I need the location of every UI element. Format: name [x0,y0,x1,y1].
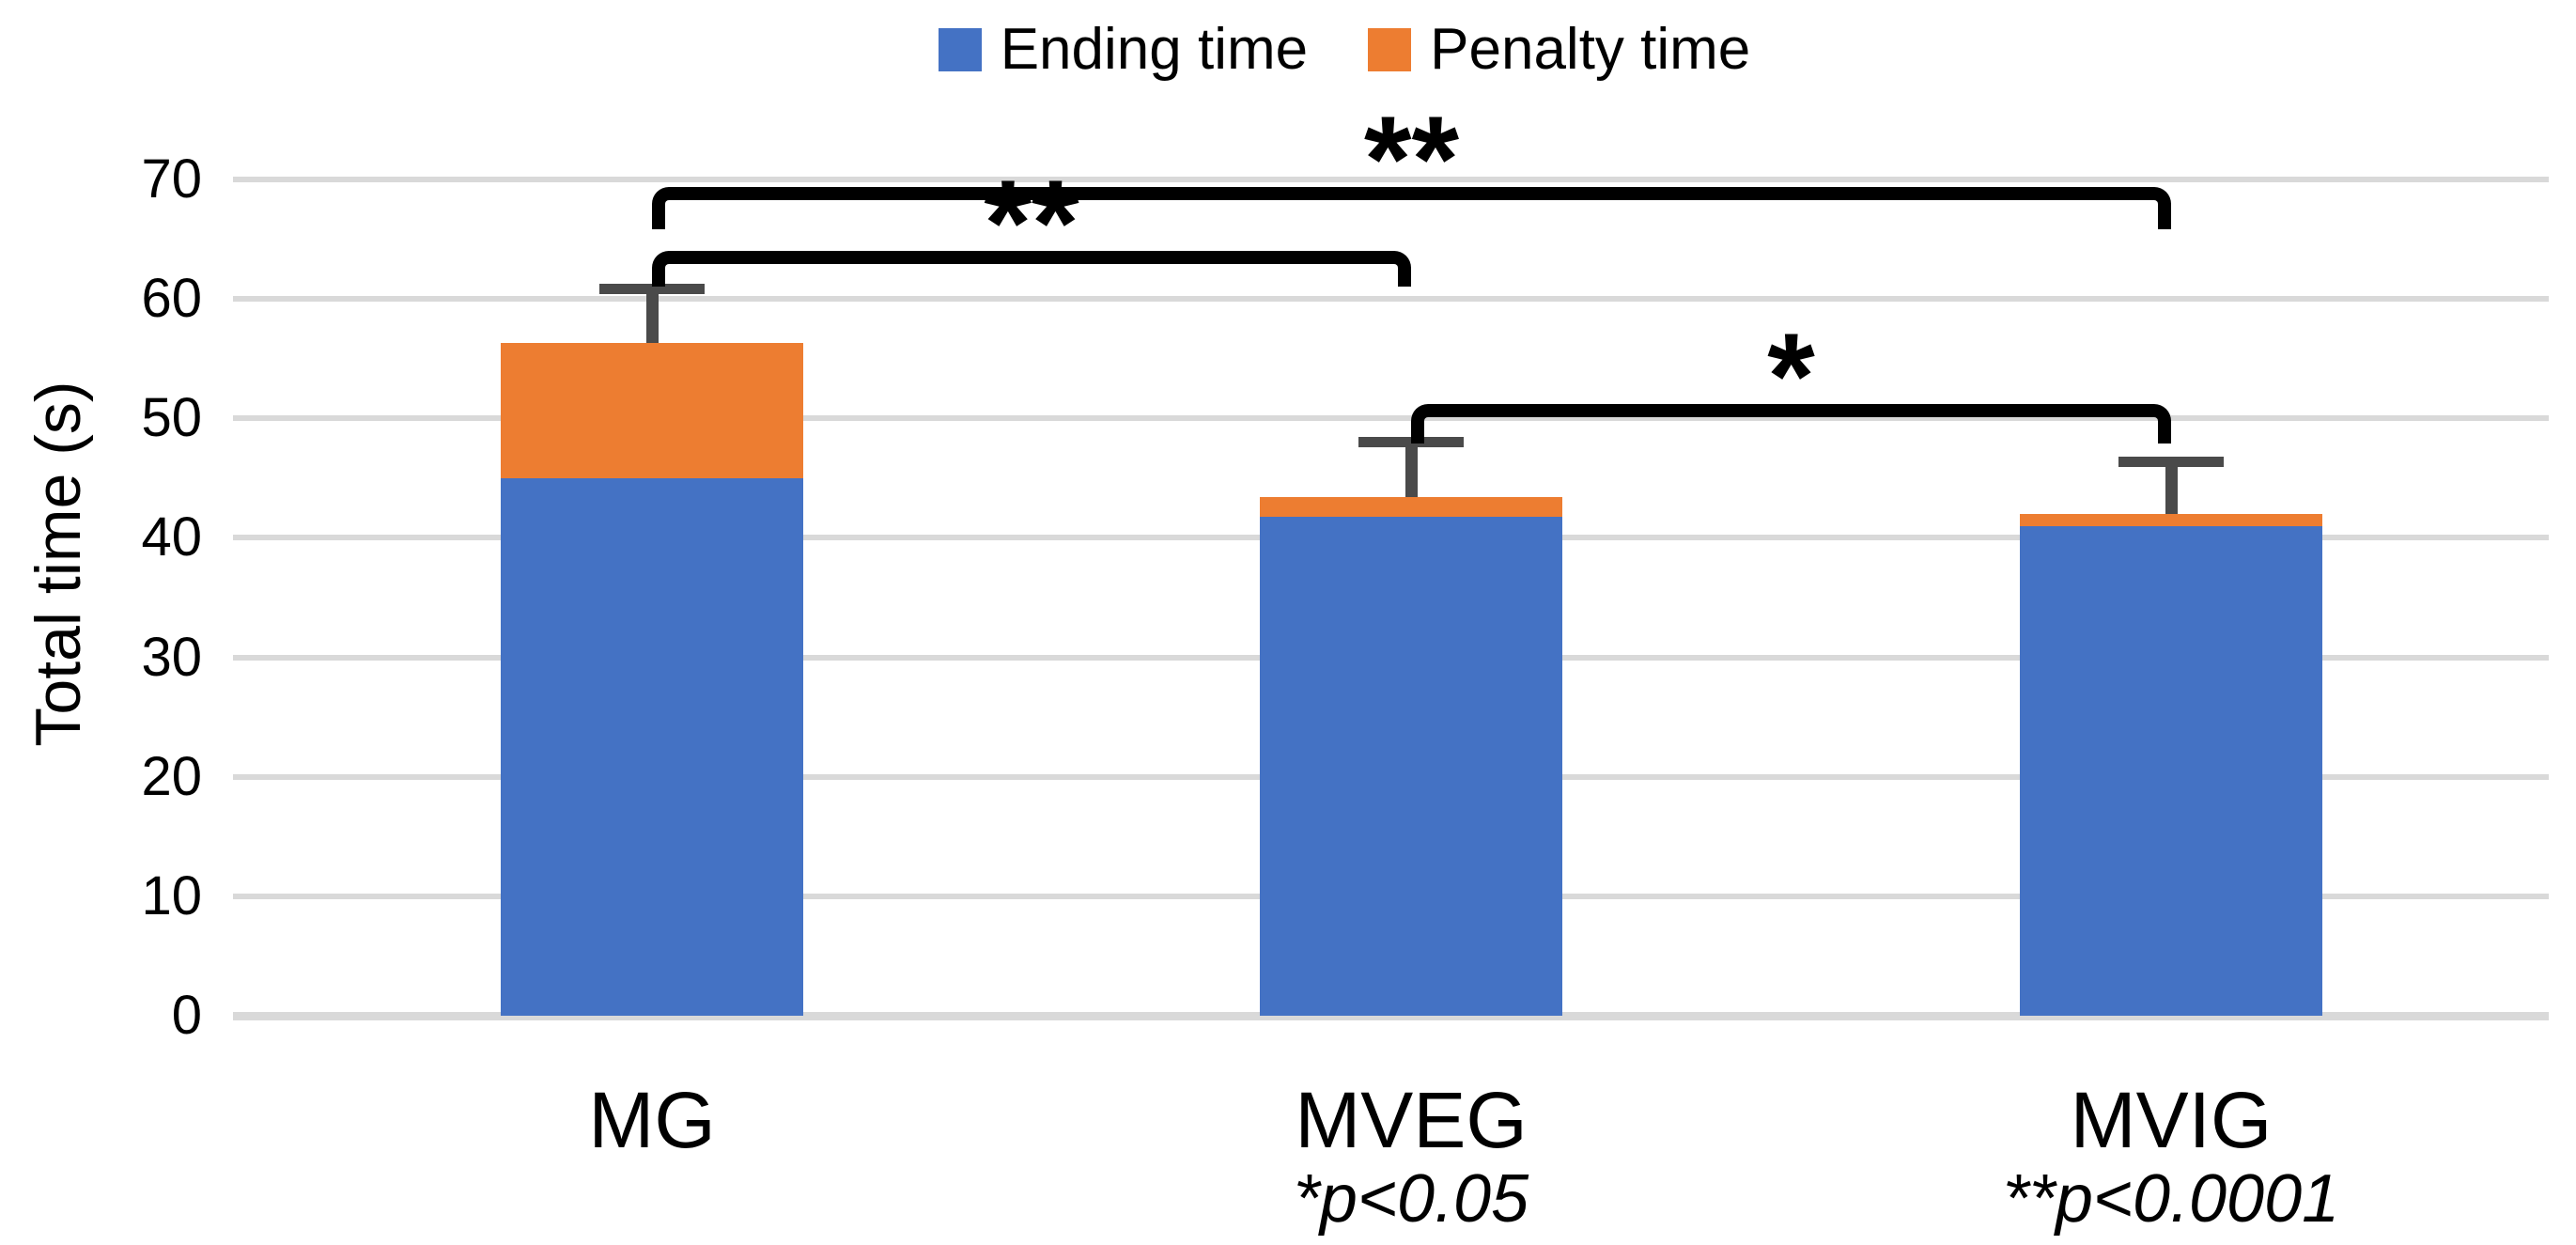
gridline [233,1011,2549,1020]
significance-label: ** [1363,89,1460,227]
bar-segment-ending-time [2020,525,2322,1016]
legend-label: Penalty time [1430,17,1751,82]
significance-bracket [1411,404,2171,444]
y-tick-label: 60 [141,268,202,330]
y-tick-label: 70 [141,148,202,210]
y-tick-label: 30 [141,626,202,688]
significance-bracket [652,251,1411,288]
legend-item-ending-time: Ending time [938,17,1309,82]
gridline [233,177,2549,183]
significance-label: ** [984,154,1079,292]
y-tick-label: 50 [141,387,202,449]
legend-swatch [938,28,982,71]
significance-bracket [652,186,2171,229]
x-category-label: MVEG [1295,1076,1528,1164]
bar-segment-penalty-time [2020,514,2322,526]
gridline [233,415,2549,422]
significance-label: * [1767,307,1815,445]
y-tick-label: 10 [141,864,202,926]
x-category-label: MVIG [2070,1076,2273,1164]
x-category-footnote: **p<0.0001 [2002,1161,2340,1237]
error-bar-cap [599,284,705,295]
bar-segment-ending-time [501,477,803,1016]
bar-segment-penalty-time [1260,497,1562,517]
y-tick-label: 20 [141,745,202,807]
error-bar-stem [645,288,659,344]
bar-segment-ending-time [1260,516,1562,1016]
bar-segment-penalty-time [501,343,803,478]
legend: Ending time Penalty time [0,17,2576,83]
error-bar-stem [1404,442,1418,498]
legend-swatch [1368,28,1412,71]
x-category-footnote: *p<0.05 [1293,1161,1529,1237]
y-tick-label: 40 [141,506,202,568]
legend-item-penalty-time: Penalty time [1368,21,1750,79]
error-bar-stem [2165,461,2178,514]
y-tick-label: 0 [171,985,202,1046]
error-bar-cap [2118,456,2224,467]
x-category-label: MG [588,1076,716,1164]
legend-label: Ending time [1000,17,1309,82]
gridline [233,296,2549,303]
